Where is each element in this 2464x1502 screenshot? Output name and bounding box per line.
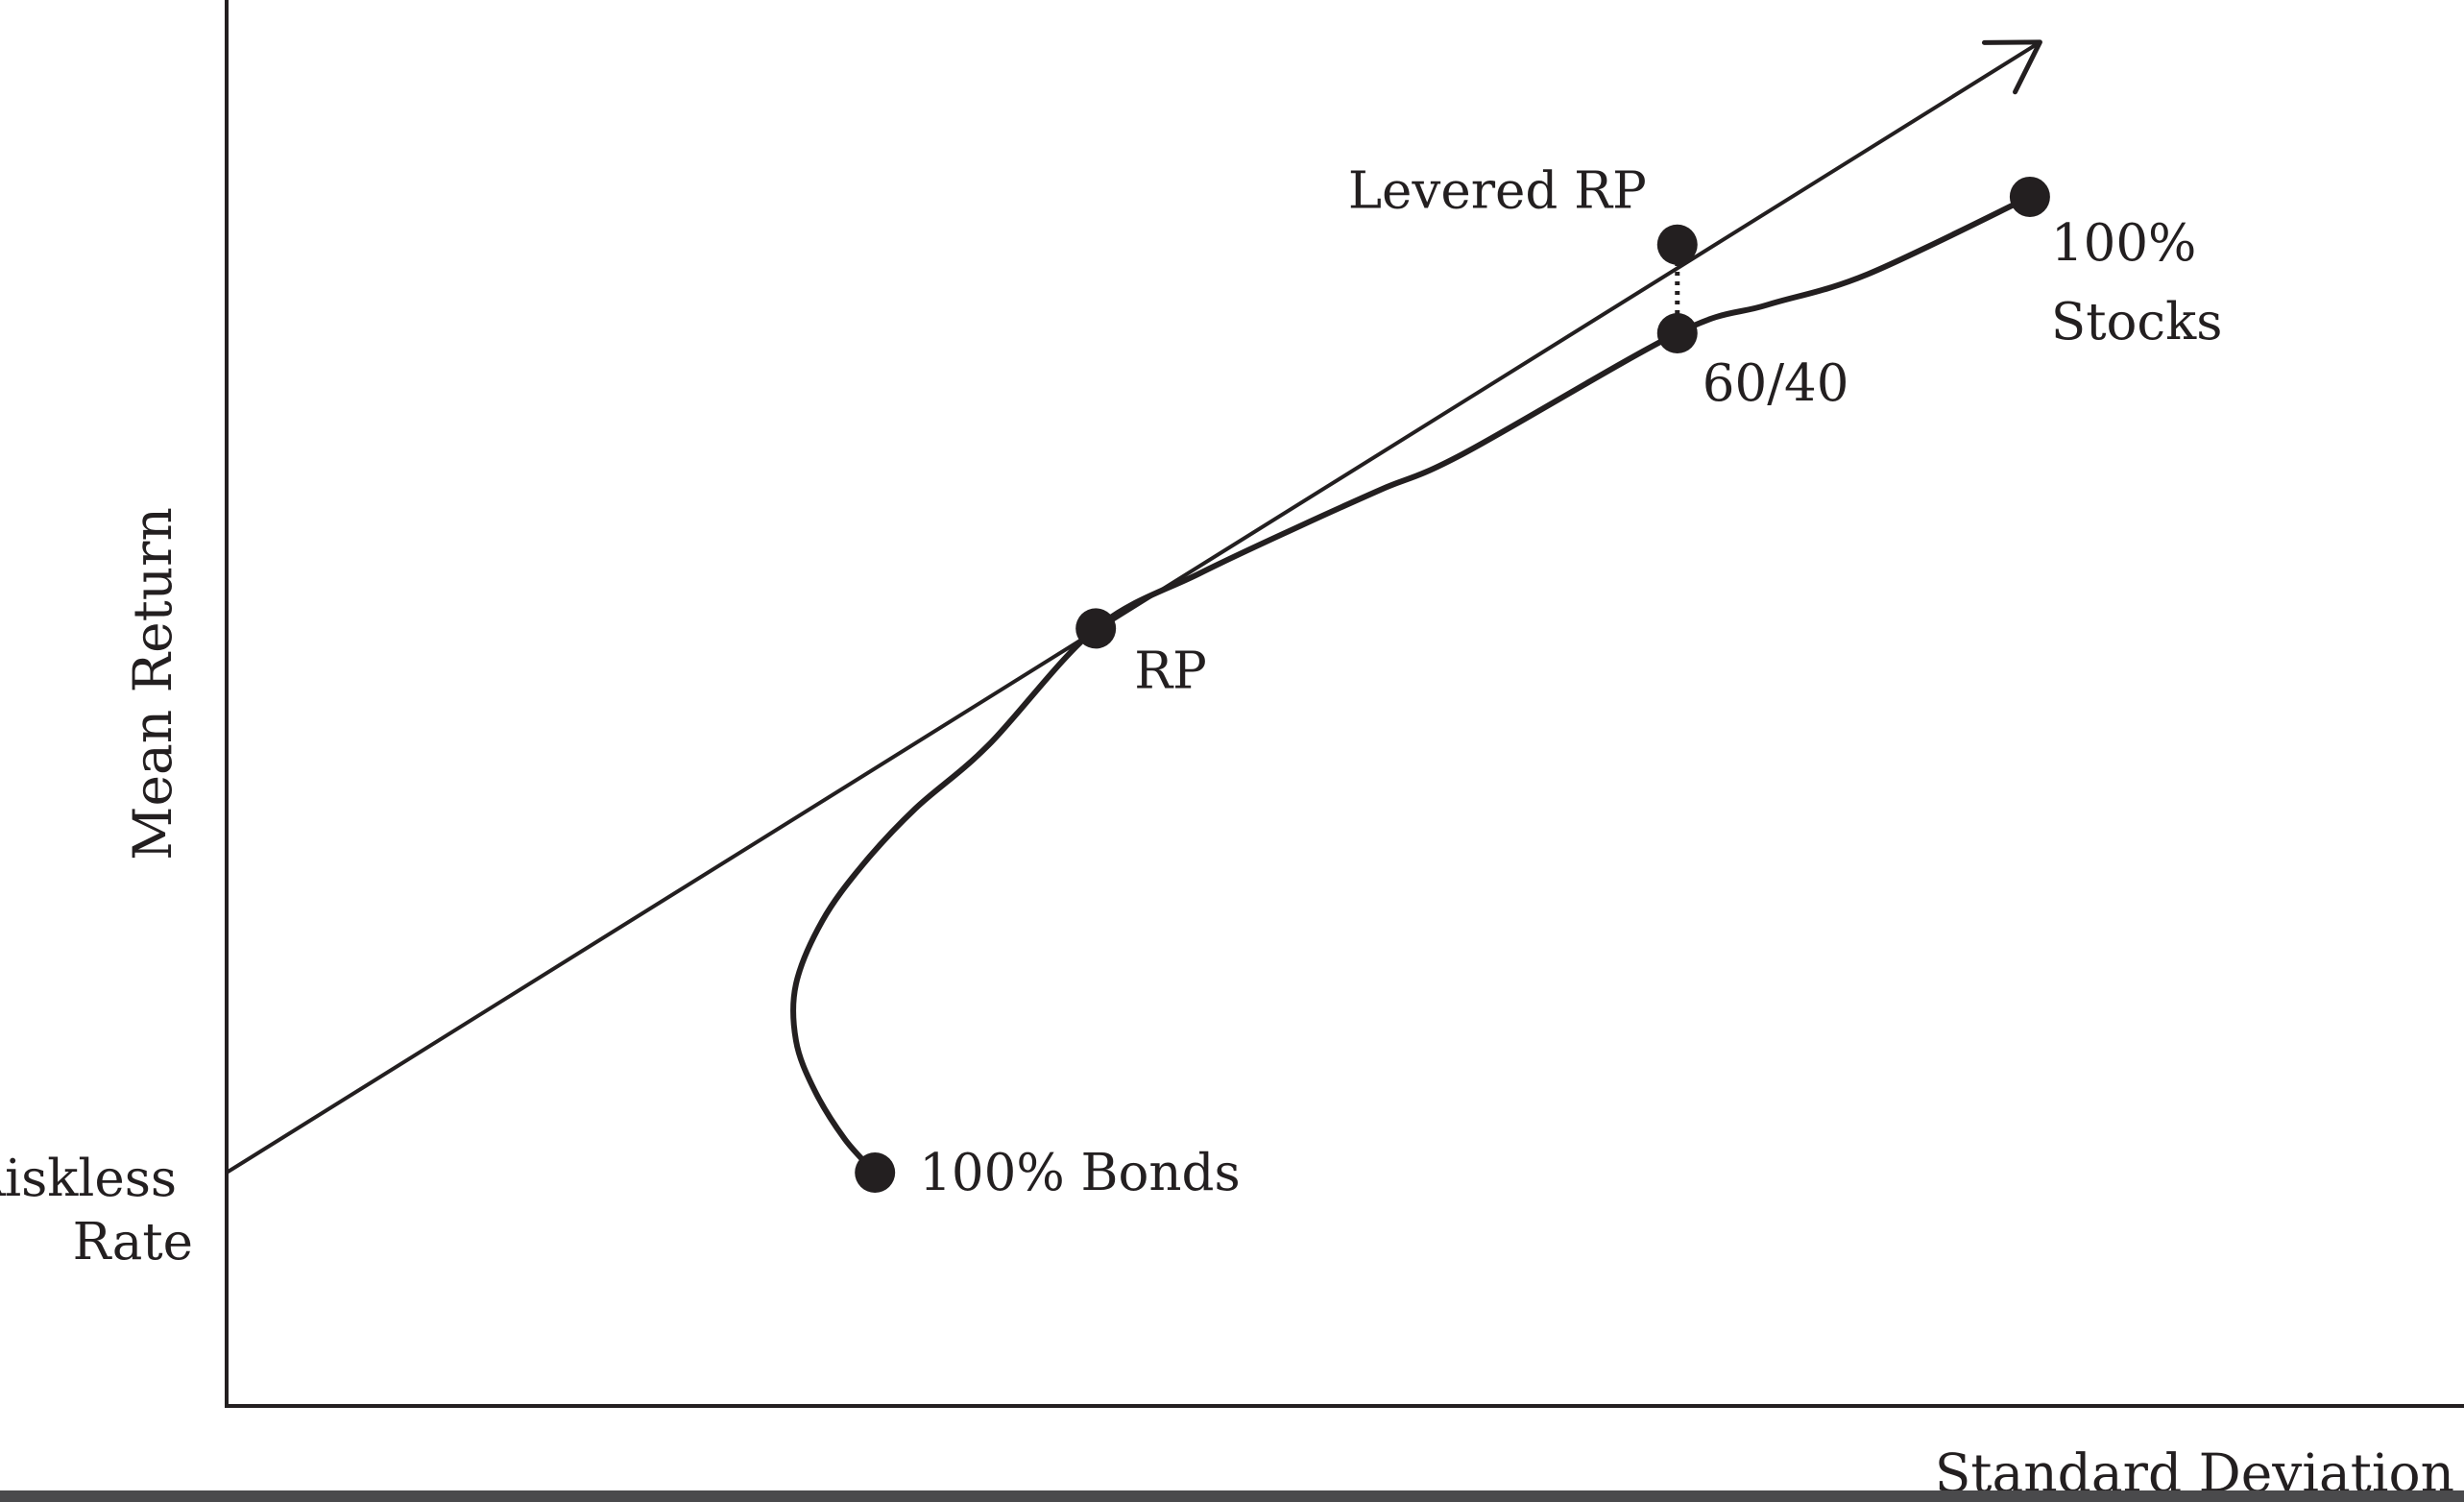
riskless-rate-label-line-2: Rate <box>73 1213 193 1272</box>
arrow-head-icon <box>1981 39 2042 95</box>
capital-market-line <box>225 40 2041 1175</box>
point-label-line: Levered RP <box>1348 162 1647 221</box>
point-levered-rp <box>1656 224 1698 265</box>
point-label-100-bonds: 100% Bonds <box>919 1144 1240 1202</box>
point-100-stocks <box>2009 176 2050 217</box>
riskless-rate-label: Riskless Rate <box>0 1150 193 1272</box>
riskless-rate-label-line-1: Riskless <box>0 1150 177 1208</box>
point-100-bonds <box>855 1151 896 1193</box>
point-label-100-stocks: 100% Stocks <box>2051 214 2223 351</box>
point-label-line: 100% Bonds <box>919 1144 1240 1202</box>
point-label-levered-rp: Levered RP <box>1348 162 1647 221</box>
bottom-bar <box>0 1490 2464 1502</box>
portfolio-labels: 100% Bonds RP 60/40 Levered RP 100% Stocks <box>919 162 2222 1202</box>
point-label-line: Stocks <box>2051 293 2223 351</box>
y-axis-label: Mean Return <box>122 507 183 860</box>
portfolio-points <box>855 176 2050 1193</box>
point-label-line: 100% <box>2051 214 2197 273</box>
efficient-frontier-curve <box>790 193 2033 1175</box>
point-60-40 <box>1656 312 1698 353</box>
point-label-60-40: 60/40 <box>1703 354 1849 413</box>
point-rp <box>1075 608 1117 649</box>
point-label-line: RP <box>1134 642 1207 700</box>
point-label-line: 60/40 <box>1703 354 1849 413</box>
point-label-rp: RP <box>1134 642 1207 700</box>
